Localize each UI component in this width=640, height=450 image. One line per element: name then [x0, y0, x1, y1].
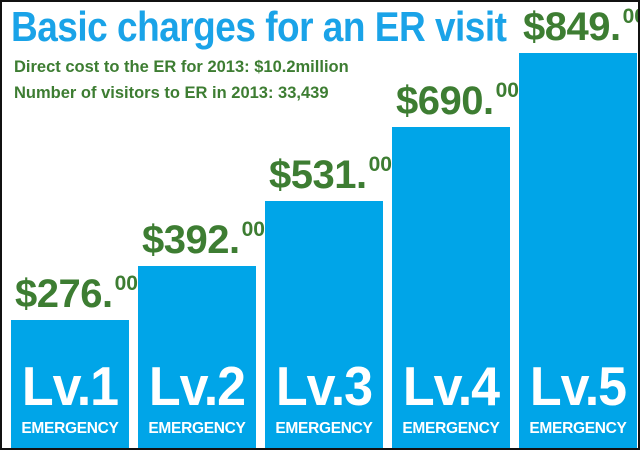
value-dollars: $392. — [142, 218, 240, 262]
value-cents: 00 — [114, 272, 138, 295]
bar-emergency-label: EMERGENCY — [148, 420, 246, 437]
bar-value-label: $849.00 — [523, 5, 638, 49]
value-dollars: $849. — [523, 5, 621, 49]
bar-lv3: Lv.3 EMERGENCY — [265, 201, 383, 448]
value-cents: 00 — [241, 218, 265, 241]
bar-lv5: Lv.5 EMERGENCY — [519, 53, 637, 448]
bar-emergency-label: EMERGENCY — [402, 420, 500, 437]
subtitle-direct-cost: Direct cost to the ER for 2013: $10.2mil… — [14, 58, 349, 76]
value-cents: 00 — [622, 5, 638, 28]
bar-level-label: Lv.4 — [402, 356, 500, 418]
chart-title: Basic charges for an ER visit — [11, 4, 507, 50]
bar-level-label: Lv.3 — [275, 356, 373, 418]
bar-level-label: Lv.2 — [148, 356, 246, 418]
subtitle-visitors: Number of visitors to ER in 2013: 33,439 — [14, 84, 329, 102]
bar-emergency-label: EMERGENCY — [529, 420, 627, 437]
bar-level-label: Lv.5 — [529, 356, 627, 418]
bar-value-label: $392.00 — [142, 218, 265, 262]
bar-emergency-label: EMERGENCY — [21, 420, 119, 437]
bar-value-label: $531.00 — [269, 153, 392, 197]
bar-value-label: $276.00 — [15, 272, 138, 316]
bar-lv1: Lv.1 EMERGENCY — [11, 320, 129, 448]
value-cents: 00 — [495, 79, 519, 102]
value-cents: 00 — [368, 153, 392, 176]
bar-value-label: $690.00 — [396, 79, 519, 123]
bar-lv2: Lv.2 EMERGENCY — [138, 266, 256, 448]
value-dollars: $531. — [269, 153, 367, 197]
bar-lv4: Lv.4 EMERGENCY — [392, 127, 510, 448]
bar-level-label: Lv.1 — [21, 356, 119, 418]
value-dollars: $690. — [396, 79, 494, 123]
value-dollars: $276. — [15, 272, 113, 316]
bar-emergency-label: EMERGENCY — [275, 420, 373, 437]
